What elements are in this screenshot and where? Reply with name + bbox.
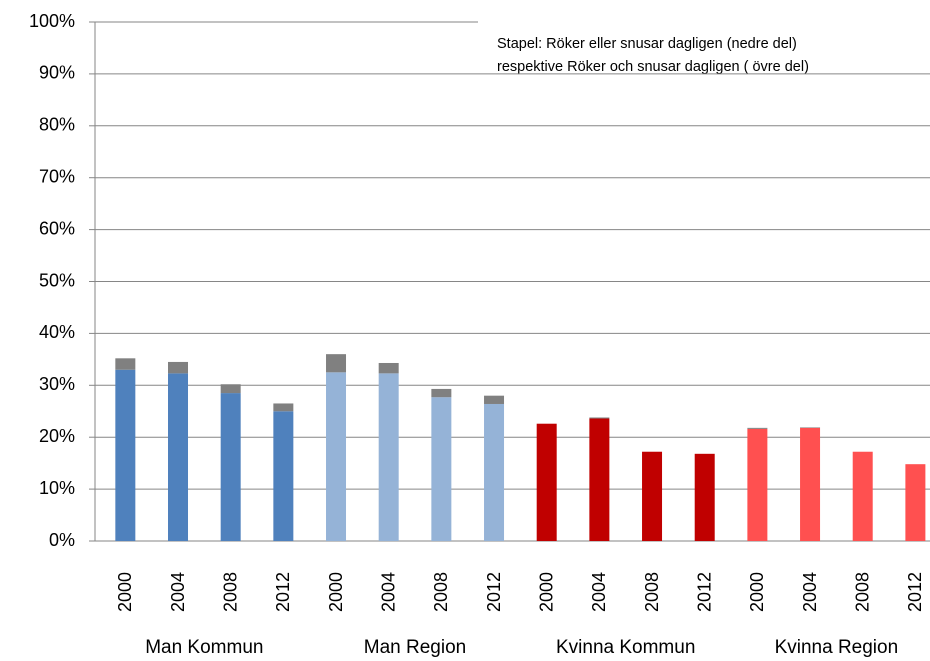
x-tick-label: 2000 [326, 572, 346, 612]
x-tick-label: 2000 [115, 572, 135, 612]
y-tick-label: 0% [49, 530, 75, 550]
bar-segment [326, 354, 347, 373]
x-tick-label: 2004 [800, 572, 820, 612]
bar-segment [431, 388, 452, 398]
x-tick-label: 2008 [220, 572, 240, 612]
y-tick-label: 80% [39, 115, 75, 135]
bar-segment [747, 428, 768, 541]
group-label: Man Region [364, 637, 466, 658]
bar-segment [747, 427, 768, 429]
x-tick-label: 2012 [905, 572, 925, 612]
y-tick-label: 70% [39, 166, 75, 186]
x-tick-label: 2008 [431, 572, 451, 612]
x-tick-label: 2004 [589, 572, 609, 612]
annotation: respektive Röker och snusar dagligen ( ö… [497, 59, 809, 75]
x-tick-label: 2008 [852, 572, 872, 612]
bar-segment [484, 403, 505, 541]
x-tick-label: 2004 [168, 572, 188, 612]
bar-segment [484, 395, 505, 404]
bar-segment [642, 451, 663, 541]
y-tick-label: 40% [39, 322, 75, 342]
x-tick-label: 2000 [747, 572, 767, 612]
bar-segment [536, 423, 557, 541]
x-tick-label: 2012 [694, 572, 714, 612]
bar-segment [589, 417, 610, 419]
bar-segment [273, 403, 294, 412]
y-tick-label: 50% [39, 270, 75, 290]
y-tick-label: 100% [29, 11, 75, 31]
bar-segment [378, 362, 399, 374]
bar-segment [326, 372, 347, 541]
x-tick-label: 2000 [536, 572, 556, 612]
y-tick-label: 60% [39, 218, 75, 238]
y-tick-label: 30% [39, 374, 75, 394]
bar-segment [115, 358, 136, 370]
y-tick-label: 20% [39, 426, 75, 446]
bar-segment [800, 427, 821, 541]
x-tick-label: 2012 [273, 572, 293, 612]
bar-segment [273, 411, 294, 541]
bar-segment [220, 384, 241, 394]
x-tick-label: 2004 [378, 572, 398, 612]
group-label: Kvinna Region [775, 637, 899, 658]
bar-segment [115, 369, 136, 541]
group-label: Kvinna Kommun [556, 637, 695, 658]
y-tick-label: 90% [39, 63, 75, 83]
bar-segment [378, 373, 399, 541]
bar-segment [168, 373, 189, 541]
bar-segment [431, 397, 452, 541]
bar-segment [694, 453, 715, 541]
group-label: Man Kommun [145, 637, 263, 658]
y-tick-label: 10% [39, 478, 75, 498]
bar-segment [800, 427, 821, 428]
bar-segment [905, 464, 926, 541]
annotation: Stapel: Röker eller snusar dagligen (ned… [497, 36, 797, 52]
x-tick-label: 2012 [484, 572, 504, 612]
bar-segment [852, 451, 873, 541]
x-tick-label: 2008 [642, 572, 662, 612]
bar-segment [168, 361, 189, 374]
bar-segment [589, 418, 610, 541]
bar-segment [220, 393, 241, 541]
